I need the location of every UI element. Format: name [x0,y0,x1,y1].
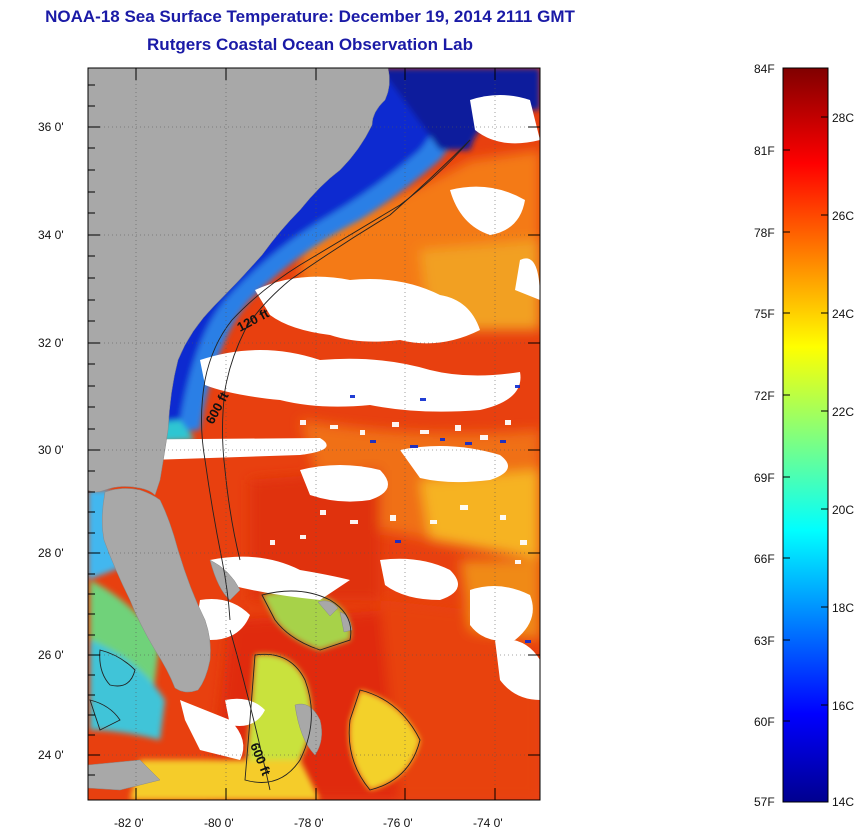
colorbar-c-label: 16C [832,699,854,713]
colorbar-f-label: 63F [754,634,775,648]
colorbar-f-label: 66F [754,552,775,566]
map-subtitle: Rutgers Coastal Ocean Observation Lab [147,35,473,54]
temperature-colorbar [782,67,829,803]
lon-tick-label: -80 0' [204,816,234,830]
lat-tick-label: 34 0' [38,228,64,242]
lat-tick-label: 36 0' [38,120,64,134]
colorbar-f-label: 81F [754,144,775,158]
colorbar-c-label: 20C [832,503,854,517]
lat-tick-label: 32 0' [38,336,64,350]
colorbar-c-label: 26C [832,209,854,223]
lat-tick-label: 26 0' [38,648,64,662]
lon-tick-label: -82 0' [114,816,144,830]
colorbar-f-label: 57F [754,795,775,809]
colorbar-c-label: 14C [832,795,854,809]
colorbar-f-label: 69F [754,471,775,485]
colorbar-f-label: 84F [754,62,775,76]
colorbar-c-label: 18C [832,601,854,615]
map-frame [87,67,541,801]
lon-tick-label: -76 0' [383,816,413,830]
colorbar-f-label: 60F [754,715,775,729]
colorbar-c-label: 22C [832,405,854,419]
lon-tick-label: -74 0' [473,816,503,830]
colorbar-f-label: 75F [754,307,775,321]
colorbar-f-label: 78F [754,226,775,240]
axis-ticks [88,68,540,800]
map-title: NOAA-18 Sea Surface Temperature: Decembe… [45,7,575,26]
sst-map: 120 ft 600 ft 600 ft [88,68,540,800]
colorbar-c-label: 28C [832,111,854,125]
colorbar-c-label: 24C [832,307,854,321]
lat-tick-label: 28 0' [38,546,64,560]
lon-tick-label: -78 0' [294,816,324,830]
colorbar-f-label: 72F [754,389,775,403]
lat-tick-label: 24 0' [38,748,64,762]
lat-tick-label: 30 0' [38,443,64,457]
